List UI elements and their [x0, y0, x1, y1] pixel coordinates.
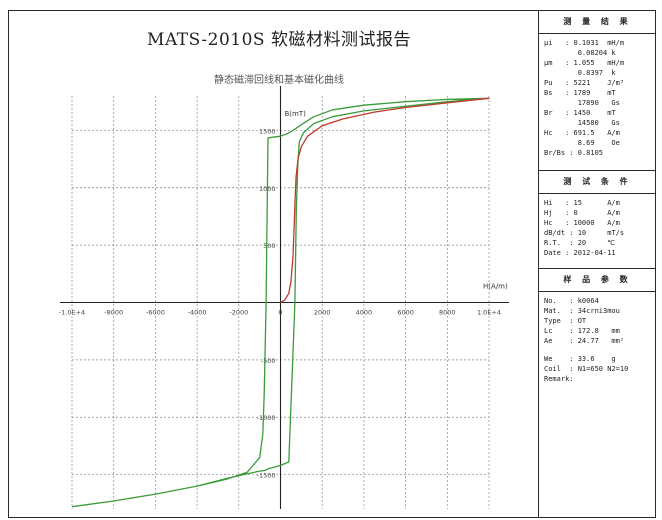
y-axis-label: B(mT)	[285, 110, 307, 118]
y-tick-label: 1500	[259, 127, 276, 135]
x-tick-label: -8000	[104, 309, 123, 317]
result-line: 0.08204 k	[544, 49, 616, 57]
result-line: Br : 1450 mT	[544, 109, 616, 117]
y-tick-label: 500	[263, 242, 275, 250]
x-tick-label: -2000	[229, 309, 248, 317]
result-line: Hc : 691.5 A/m	[544, 129, 620, 137]
condition-line: dB/dt : 10 mT/s	[544, 229, 625, 237]
result-line: 17890 Gs	[544, 99, 620, 107]
sample-header: 样 品 参 数	[539, 269, 656, 292]
x-tick-label: 6000	[397, 309, 414, 317]
conditions-header: 测 试 条 件	[539, 171, 656, 194]
results-section: μi : 0.1031 mH/m 0.08204 k μm : 1.055 mH/…	[539, 34, 656, 171]
result-line: Bs : 1789 mT	[544, 89, 616, 97]
result-line: μi : 0.1031 mH/m	[544, 39, 625, 47]
x-tick-label: 8000	[439, 309, 456, 317]
hysteresis-loop-line	[71, 97, 490, 508]
condition-line: R.T. : 20 ℃	[544, 239, 616, 247]
sample-line: Coil : N1=650 N2=10	[544, 365, 629, 373]
condition-line: Hi : 15 A/m	[544, 199, 620, 207]
results-header: 测 量 结 果	[539, 11, 656, 34]
y-tick-label: -1000	[257, 414, 276, 422]
conditions-section: Hi : 15 A/m Hj : 0 A/m Hc : 10000 A/m dB/dt…	[539, 194, 656, 269]
result-line: 0.8397 k	[544, 69, 616, 77]
result-line: Br/Bs : 0.8105	[544, 149, 604, 157]
hysteresis-plot: -1.0E+4 -8000 -6000 -4000 -2000 0 2000 4000 6000…	[59, 86, 509, 509]
sample-section: No. : k0064 Mat. : 34crni3mou Type : OT Lc …	[539, 292, 656, 388]
sample-line: Remark:	[544, 375, 574, 383]
condition-line: Hj : 0 A/m	[544, 209, 620, 217]
x-tick-label: 4000	[356, 309, 373, 317]
x-tick-label: -4000	[188, 309, 207, 317]
condition-line: Hc : 10000 A/m	[544, 219, 620, 227]
sample-line: We : 33.6 g	[544, 355, 616, 363]
sample-line: Ae : 24.77 mm²	[544, 337, 625, 345]
x-tick-label: 0	[278, 309, 282, 317]
y-tick-label: -500	[261, 357, 276, 365]
info-panel: 测 量 结 果 μi : 0.1031 mH/m 0.08204 k μm : 1…	[538, 11, 656, 518]
initial-magnetization-line	[280, 97, 490, 304]
result-line: 8.69 Oe	[544, 139, 620, 147]
chart-title: 静态磁滞回线和基本磁化曲线	[214, 75, 344, 86]
result-line: 14500 Gs	[544, 119, 620, 127]
sample-line: Mat. : 34crni3mou	[544, 307, 620, 315]
axes	[60, 86, 509, 509]
result-line: μm : 1.055 mH/m	[544, 59, 625, 67]
x-tick-label: 2000	[314, 309, 331, 317]
sample-line: No. : k0064	[544, 297, 599, 305]
x-axis-label: H(A/m)	[483, 283, 508, 291]
report-frame: MATS-2010S 软磁材料测试报告 静态磁滞回线和基本磁化曲线 -1.0E+…	[8, 10, 656, 518]
sample-line: Lc : 172.8 mm	[544, 327, 620, 335]
x-tick-label: -6000	[146, 309, 165, 317]
sample-line: Type : OT	[544, 317, 587, 325]
x-tick-label: -1.0E+4	[59, 309, 85, 317]
x-tick-label: 1.0E+4	[477, 309, 501, 317]
condition-line: Date : 2012-04-11	[544, 249, 616, 257]
result-line: Pu : 5221 J/m³	[544, 79, 625, 87]
series	[71, 97, 490, 508]
report-title: MATS-2010S 软磁材料测试报告	[147, 30, 411, 50]
tick-labels: -1.0E+4 -8000 -6000 -4000 -2000 0 2000 4000 6000…	[59, 127, 501, 479]
y-tick-label: -1500	[257, 472, 276, 480]
